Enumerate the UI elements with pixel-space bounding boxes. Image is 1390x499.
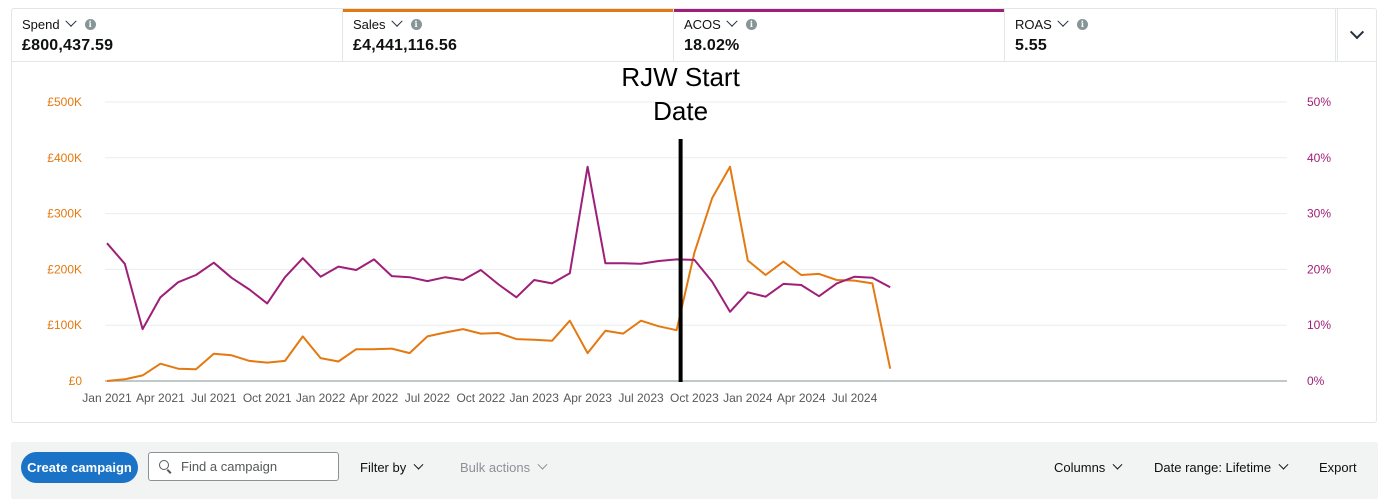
columns-label: Columns	[1054, 460, 1106, 475]
annotation-label-line2: Date	[653, 96, 708, 126]
x-tick-label: Jul 2024	[832, 391, 878, 405]
metric-spend[interactable]: Spend i £800,437.59	[12, 9, 343, 61]
line-chart: £0 £100K £200K £300K £400K £500K 0% 10% 20% 30% 40…	[47, 62, 1331, 405]
bulk-actions-dropdown[interactable]: Bulk actions	[460, 459, 548, 475]
x-tick-label: Apr 2022	[350, 391, 399, 405]
y-left-tick-label: £300K	[47, 207, 82, 221]
metric-roas[interactable]: ROAS i 5.55	[1005, 9, 1336, 61]
search-box[interactable]	[148, 452, 339, 481]
metric-sales-indicator	[343, 9, 673, 12]
metric-roas-value: 5.55	[1015, 37, 1047, 54]
info-icon[interactable]: i	[1076, 18, 1088, 30]
x-tick-label: Jul 2023	[618, 391, 664, 405]
info-icon[interactable]: i	[745, 18, 757, 30]
y-left-tick-label: £500K	[47, 95, 82, 109]
y-right-tick-label: 30%	[1307, 207, 1331, 221]
create-campaign-button[interactable]: Create campaign	[21, 452, 138, 483]
y-right-tick-label: 20%	[1307, 262, 1331, 276]
metric-sales-value: £4,441,116.56	[353, 37, 458, 54]
columns-dropdown[interactable]: Columns	[1054, 459, 1123, 475]
info-icon[interactable]: i	[410, 18, 422, 30]
search-icon	[159, 459, 173, 474]
info-icon[interactable]: i	[84, 18, 96, 30]
series-line-sales	[106, 165, 892, 382]
x-tick-label: Oct 2023	[670, 391, 719, 405]
x-tick-label: Jan 2021	[82, 391, 132, 405]
metric-acos[interactable]: ACOS i 18.02%	[674, 9, 1005, 61]
export-label: Export	[1319, 460, 1357, 475]
series-line-acos	[106, 165, 891, 331]
x-tick-label: Jul 2021	[191, 391, 237, 405]
x-tick-label: Apr 2021	[136, 391, 185, 405]
x-tick-label: Jul 2022	[405, 391, 451, 405]
export-button[interactable]: Export	[1319, 460, 1357, 475]
campaign-toolbar: Create campaign Filter by Bulk actions C…	[11, 442, 1378, 499]
filter-by-label: Filter by	[360, 460, 407, 475]
bulk-actions-label: Bulk actions	[460, 460, 531, 475]
metric-acos-indicator	[674, 9, 1004, 12]
x-tick-label: Oct 2021	[243, 391, 292, 405]
metrics-bar: Spend i £800,437.59 Sales i £4,441,116.5…	[12, 9, 1376, 62]
date-range-label: Date range: Lifetime	[1154, 460, 1272, 475]
x-tick-label: Apr 2023	[563, 391, 612, 405]
chevron-down-icon	[537, 459, 548, 470]
y-left-tick-label: £0	[69, 374, 83, 388]
x-tick-label: Jan 2022	[296, 391, 346, 405]
y-left-tick-label: £200K	[47, 262, 82, 276]
chevron-down-icon	[413, 459, 424, 470]
date-range-dropdown[interactable]: Date range: Lifetime	[1154, 459, 1289, 475]
metric-roas-label: ROAS	[1015, 16, 1052, 32]
y-right-tick-label: 50%	[1307, 95, 1331, 109]
y-right-tick-label: 0%	[1307, 374, 1325, 388]
x-tick-label: Jan 2023	[510, 391, 560, 405]
y-left-tick-label: £100K	[47, 318, 82, 332]
performance-card: Spend i £800,437.59 Sales i £4,441,116.5…	[11, 8, 1377, 423]
annotation-label-line1: RJW Start	[621, 62, 740, 92]
metric-acos-label: ACOS	[684, 16, 721, 32]
y-left-tick-label: £400K	[47, 151, 82, 165]
metric-spend-label: Spend	[22, 16, 60, 32]
search-input[interactable]	[179, 458, 333, 475]
x-tick-label: Jan 2024	[723, 391, 773, 405]
y-right-tick-label: 10%	[1307, 318, 1331, 332]
y-right-tick-label: 40%	[1307, 151, 1331, 165]
chevron-down-icon	[1112, 459, 1123, 470]
metric-spend-value: £800,437.59	[22, 37, 114, 54]
filter-by-dropdown[interactable]: Filter by	[360, 459, 424, 475]
chevron-down-icon	[1278, 459, 1289, 470]
x-tick-label: Apr 2024	[777, 391, 826, 405]
metric-sales-label: Sales	[353, 16, 386, 32]
expand-metrics-button[interactable]	[1337, 9, 1376, 61]
x-tick-label: Oct 2022	[456, 391, 505, 405]
metric-acos-value: 18.02%	[684, 37, 740, 54]
metric-sales[interactable]: Sales i £4,441,116.56	[343, 9, 674, 61]
